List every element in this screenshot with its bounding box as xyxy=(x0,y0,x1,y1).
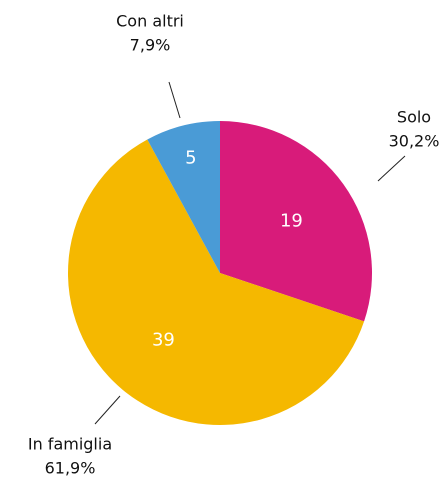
leader-line xyxy=(94,395,121,425)
slice-value: 19 xyxy=(280,211,303,232)
slice-percent: 61,9% xyxy=(45,459,96,478)
slice-value: 5 xyxy=(185,148,196,169)
pie-slice xyxy=(68,139,365,425)
slice-percent: 30,2% xyxy=(389,132,440,151)
pie-slice xyxy=(147,121,220,273)
slice-percent: 7,9% xyxy=(130,36,171,55)
pie-slice xyxy=(220,121,372,322)
slice-label: In famiglia xyxy=(28,435,112,454)
slice-label: Solo xyxy=(397,108,431,127)
slice-label: Con altri xyxy=(116,12,184,31)
leader-line xyxy=(168,81,181,119)
slice-value: 39 xyxy=(152,329,175,350)
leader-line xyxy=(377,155,406,182)
